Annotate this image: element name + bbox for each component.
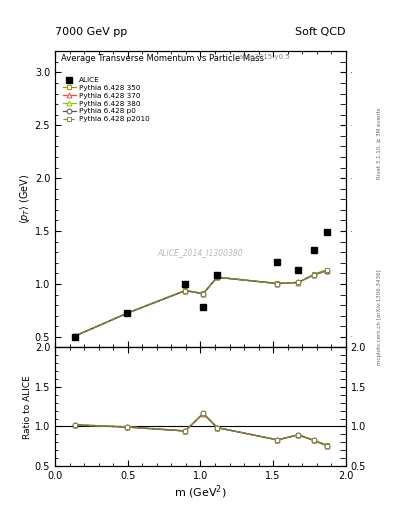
ALICE: [325, 229, 329, 235]
Line: Pythia 6.428 350: Pythia 6.428 350: [72, 267, 329, 338]
Pythia 6.428 370: [72, 333, 77, 339]
Pythia 6.428 380: [312, 271, 316, 278]
Pythia 6.428 p2010: [215, 274, 220, 280]
Pythia 6.428 370: [183, 288, 188, 294]
Y-axis label: Ratio to ALICE: Ratio to ALICE: [23, 375, 32, 439]
Pythia 6.428 350: [312, 271, 316, 278]
Pythia 6.428 p0: [125, 310, 130, 316]
Pythia 6.428 p0: [325, 268, 329, 274]
Pythia 6.428 p2010: [312, 272, 316, 278]
Pythia 6.428 p2010: [183, 287, 188, 293]
Pythia 6.428 380: [275, 281, 280, 287]
Pythia 6.428 380: [125, 310, 130, 316]
Pythia 6.428 350: [72, 333, 77, 339]
Pythia 6.428 380: [183, 287, 188, 293]
Pythia 6.428 370: [125, 310, 130, 316]
Pythia 6.428 380: [325, 267, 329, 273]
Line: Pythia 6.428 380: Pythia 6.428 380: [72, 267, 329, 338]
Pythia 6.428 350: [215, 274, 220, 280]
Pythia 6.428 370: [275, 281, 280, 287]
Pythia 6.428 p2010: [201, 290, 206, 296]
Text: ALICE_2014_I1300380: ALICE_2014_I1300380: [158, 248, 243, 257]
Pythia 6.428 p2010: [72, 333, 77, 339]
Pythia 6.428 p0: [296, 280, 301, 286]
ALICE: [312, 247, 316, 253]
Pythia 6.428 p0: [312, 272, 316, 278]
Line: Pythia 6.428 370: Pythia 6.428 370: [72, 268, 329, 339]
Legend: ALICE, Pythia 6.428 350, Pythia 6.428 370, Pythia 6.428 380, Pythia 6.428 p0, Py: ALICE, Pythia 6.428 350, Pythia 6.428 37…: [60, 74, 152, 125]
Pythia 6.428 p0: [275, 281, 280, 287]
Pythia 6.428 350: [325, 267, 329, 273]
Text: Soft QCD: Soft QCD: [296, 27, 346, 37]
Text: alice2015-y0.5: alice2015-y0.5: [238, 54, 290, 60]
Pythia 6.428 350: [183, 287, 188, 293]
Pythia 6.428 p2010: [325, 267, 329, 273]
Pythia 6.428 p2010: [296, 280, 301, 286]
Text: Average Transverse Momentum vs Particle Mass: Average Transverse Momentum vs Particle …: [61, 54, 264, 63]
ALICE: [125, 309, 130, 315]
Pythia 6.428 350: [275, 281, 280, 287]
ALICE: [296, 267, 301, 273]
ALICE: [215, 272, 220, 279]
Pythia 6.428 p2010: [125, 310, 130, 316]
Pythia 6.428 p0: [215, 274, 220, 281]
Y-axis label: $\langle p_T \rangle$ (GeV): $\langle p_T \rangle$ (GeV): [18, 174, 32, 224]
Pythia 6.428 370: [296, 280, 301, 286]
Text: Rivet 3.1.10, ≥ 3M events: Rivet 3.1.10, ≥ 3M events: [377, 108, 382, 179]
Pythia 6.428 p0: [183, 288, 188, 294]
ALICE: [183, 282, 188, 288]
Pythia 6.428 380: [215, 274, 220, 280]
X-axis label: m (GeV$^{2}$): m (GeV$^{2}$): [174, 483, 227, 501]
Text: 7000 GeV pp: 7000 GeV pp: [55, 27, 127, 37]
Pythia 6.428 380: [296, 279, 301, 285]
Pythia 6.428 370: [201, 291, 206, 297]
Pythia 6.428 370: [312, 272, 316, 278]
Line: ALICE: ALICE: [72, 229, 330, 340]
Pythia 6.428 350: [201, 290, 206, 296]
ALICE: [201, 304, 206, 310]
Pythia 6.428 350: [125, 310, 130, 316]
Pythia 6.428 380: [72, 333, 77, 339]
Pythia 6.428 p2010: [275, 281, 280, 287]
Pythia 6.428 p0: [201, 291, 206, 297]
ALICE: [275, 259, 280, 265]
Pythia 6.428 p0: [72, 333, 77, 339]
Line: Pythia 6.428 p0: Pythia 6.428 p0: [72, 268, 329, 338]
ALICE: [72, 334, 77, 340]
Pythia 6.428 370: [215, 274, 220, 281]
Text: mcplots.cern.ch [arXiv:1306.3436]: mcplots.cern.ch [arXiv:1306.3436]: [377, 270, 382, 365]
Pythia 6.428 350: [296, 279, 301, 285]
Pythia 6.428 370: [325, 268, 329, 274]
Pythia 6.428 380: [201, 290, 206, 296]
Line: Pythia 6.428 p2010: Pythia 6.428 p2010: [72, 268, 329, 338]
